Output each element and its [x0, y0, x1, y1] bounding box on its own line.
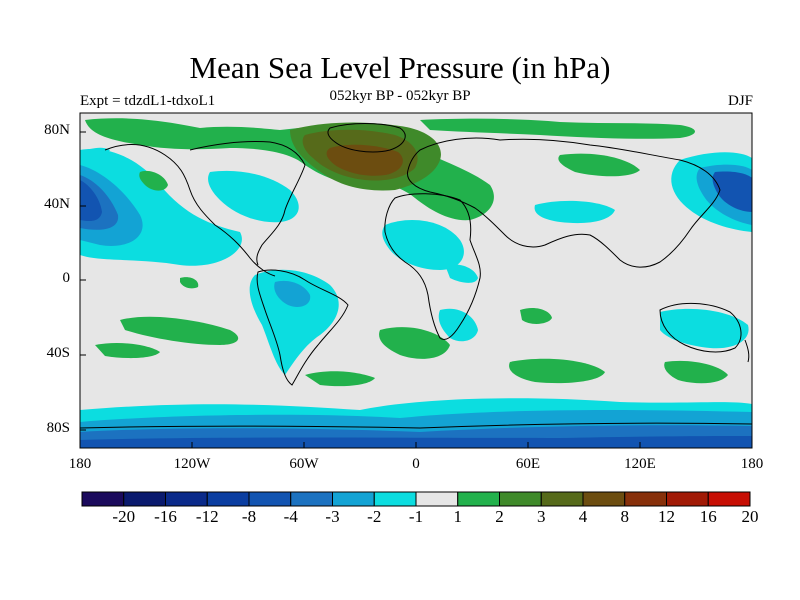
colorbar-label: 4 [578, 507, 588, 526]
colorbar-label: -1 [408, 507, 424, 526]
y-tick-label: 40N [44, 196, 70, 212]
colorbar-swatch [206, 491, 250, 507]
colorbar-label: -12 [195, 507, 219, 526]
colorbar-label: 16 [699, 507, 717, 526]
colorbar-swatch [332, 491, 375, 507]
alaska-cyan [82, 147, 110, 161]
season-label: DJF [727, 93, 753, 109]
antarctica-coast [79, 422, 753, 429]
northwest-pacific-blue [712, 171, 752, 212]
south-america-cyan [249, 269, 339, 375]
colorbar-swatch [165, 491, 208, 507]
x-tick-label: 120E [624, 456, 656, 472]
colorbar-swatch [290, 491, 333, 507]
indian-ocean-small-green [520, 307, 552, 324]
south-pacific-small-green [95, 342, 160, 359]
x-tick-label: 60E [515, 456, 541, 472]
africa-outline [384, 193, 481, 340]
south-america-outline [256, 269, 349, 386]
x-tick-label: 60W [289, 456, 319, 472]
y-tick-label: 40S [46, 345, 70, 361]
eurasia-outline [406, 137, 721, 268]
equatorial-africa-cyan [445, 264, 478, 283]
south-america-lightblue [274, 280, 311, 307]
colorbar [81, 491, 751, 507]
colorbar-label: -16 [154, 507, 177, 526]
north-america-east-coast [189, 141, 306, 266]
colorbar-label: 8 [620, 507, 630, 526]
indian-ocean-green [509, 358, 605, 384]
x-tick-label: 120W [173, 456, 211, 472]
axis-ticks [79, 131, 753, 448]
north-america-cyan [208, 170, 299, 223]
y-tick-label: 0 [62, 270, 71, 286]
north-pacific-small-green [139, 170, 168, 191]
north-atlantic-brown [326, 144, 403, 176]
colorbar-swatch [666, 491, 709, 507]
colorbar-swatch [624, 491, 667, 507]
colorbar-swatch [707, 491, 751, 507]
colorbar-swatch [123, 491, 166, 507]
south-atlantic-green-west [305, 371, 375, 387]
central-asia-cyan [534, 200, 615, 224]
south-pacific-green [120, 316, 239, 345]
map-title: Mean Sea Level Pressure (in hPa) [189, 50, 611, 85]
colorbar-label: 12 [658, 507, 675, 526]
x-tick-label: 0 [412, 456, 420, 472]
y-tick-label: 80N [44, 122, 70, 138]
experiment-label: Expt = tdzdL1-tdxoL1 [80, 93, 216, 109]
colorbar-label: -3 [325, 507, 340, 526]
map-panel [79, 112, 753, 449]
colorbar-swatch [540, 491, 584, 507]
colorbar-label: -2 [367, 507, 382, 526]
colorbar-swatch [248, 491, 292, 507]
new-zealand-outline [744, 339, 750, 363]
y-tick-label: 80S [46, 420, 70, 436]
colorbar-label: -4 [283, 507, 298, 526]
south-atlantic-green [379, 327, 450, 359]
colorbar-swatch [582, 491, 626, 507]
colorbar-swatch [81, 491, 125, 507]
colorbar-label: 3 [537, 507, 546, 526]
x-tick-label: 180 [68, 456, 92, 472]
colorbar-swatch [499, 491, 542, 507]
tasman-green [664, 360, 728, 384]
colorbar-label: -8 [241, 507, 257, 526]
australia-cyan [660, 308, 749, 349]
colorbar-label: 2 [495, 507, 504, 526]
greenland-outline [327, 123, 406, 153]
north-america-west-coast [104, 144, 276, 277]
north-africa-cyan [382, 220, 464, 270]
south-africa-cyan [438, 308, 478, 342]
coastlines [79, 123, 753, 429]
north-pacific-blue [80, 180, 102, 222]
colorbar-label: 1 [453, 507, 463, 526]
x-tick-label: 180 [740, 456, 764, 472]
colorbar-swatch [415, 491, 459, 507]
colorbar-swatch [373, 491, 417, 507]
arctic-green [420, 118, 695, 139]
siberia-green [558, 153, 640, 177]
colorbar-swatch [457, 491, 500, 507]
map-subtitle: 052kyr BP - 052kyr BP [329, 88, 471, 104]
colorbar-label: -20 [112, 507, 136, 526]
australia-outline [659, 302, 742, 353]
colorbar-label: 20 [741, 507, 759, 526]
east-pacific-small-green [180, 277, 199, 289]
